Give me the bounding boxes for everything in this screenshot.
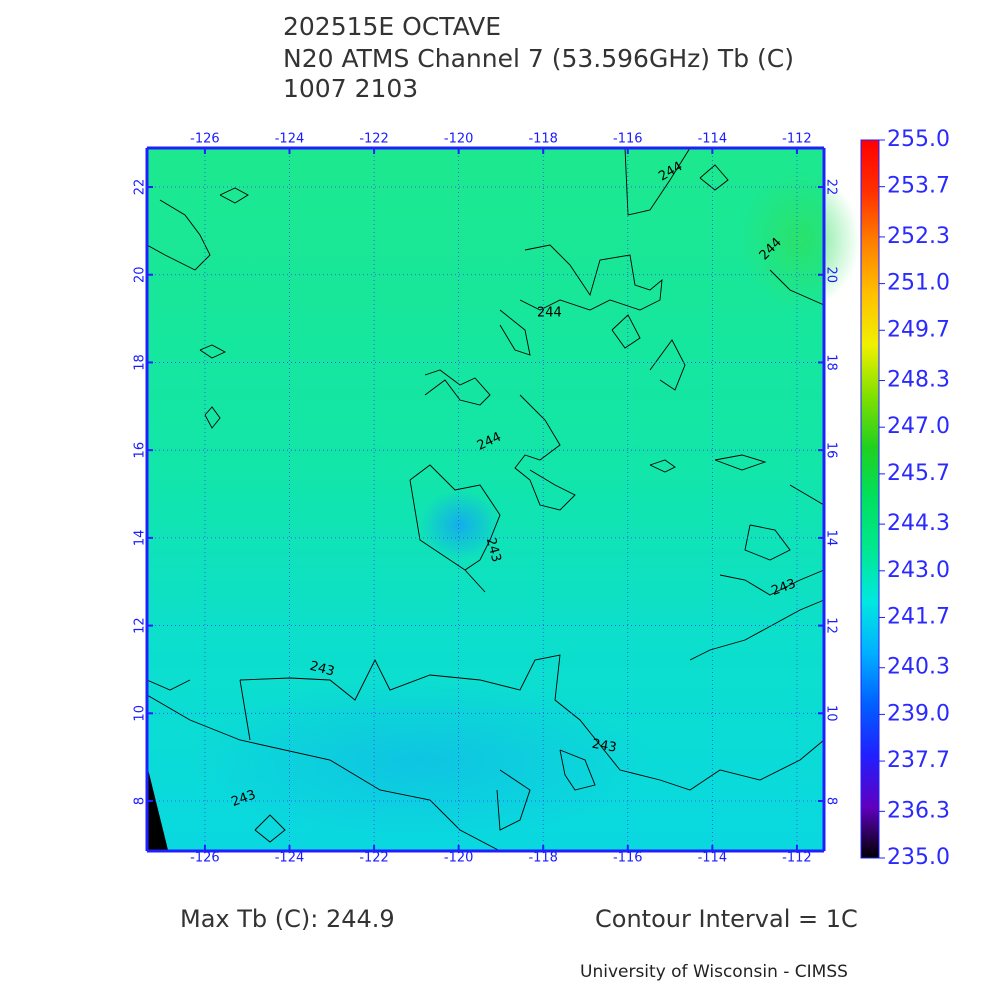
colorbar-label: 235.0 <box>887 845 950 870</box>
colorbar-label: 255.0 <box>887 127 950 152</box>
colorbar-label: 247.0 <box>887 414 950 439</box>
colorbar-label: 244.3 <box>887 511 950 536</box>
contours <box>146 147 825 852</box>
x-tick-label: -126 <box>190 132 220 147</box>
y-tick-label: 16 <box>824 442 839 459</box>
colorbar-label: 243.0 <box>887 558 950 583</box>
colorbar <box>860 139 880 859</box>
colorbar-label: 245.7 <box>887 461 950 486</box>
y-tick-label: 18 <box>824 354 839 371</box>
contour-label: 243 <box>483 536 504 564</box>
map: 244 244 244 244 243 243 243 243 243 <box>146 147 860 852</box>
contour-label: 244 <box>537 306 562 321</box>
x-tick-label: -112 <box>782 851 812 866</box>
y-tick-label: 16 <box>133 442 148 459</box>
x-tick-label: -126 <box>190 851 220 866</box>
contour-label: 243 <box>308 659 336 680</box>
x-tick-label: -118 <box>528 132 558 147</box>
cold-area <box>420 490 500 560</box>
x-tick-label: -114 <box>698 132 728 147</box>
x-tick-label: -124 <box>275 851 305 866</box>
x-tick-label: -114 <box>698 851 728 866</box>
y-tick-label: 20 <box>133 266 148 283</box>
colorbar-label: 237.7 <box>887 748 950 773</box>
y-tick-label: 14 <box>824 530 839 547</box>
datetime: 1007 2103 <box>283 74 418 103</box>
y-tick-label: 18 <box>133 354 148 371</box>
colorbar-label: 241.7 <box>887 604 950 629</box>
colorbar-label: 249.7 <box>887 317 950 342</box>
x-tick-label: -116 <box>613 851 643 866</box>
y-tick-label: 8 <box>824 797 839 805</box>
colorbar-label: 239.0 <box>887 701 950 726</box>
colorbar-label: 248.3 <box>887 368 950 393</box>
y-tick-label: 14 <box>133 530 148 547</box>
credit: University of Wisconsin - CIMSS <box>580 962 848 982</box>
x-tick-label: -122 <box>359 132 389 147</box>
y-tick-label: 22 <box>824 179 839 196</box>
colorbar-label: 240.3 <box>887 655 950 680</box>
x-tick-label: -124 <box>275 132 305 147</box>
contour-label: 243 <box>591 737 618 756</box>
y-tick-label: 20 <box>824 266 839 283</box>
colorbar-label: 252.3 <box>887 224 950 249</box>
x-tick-label: -122 <box>359 851 389 866</box>
warm-area <box>740 170 860 310</box>
cold-area <box>190 680 650 840</box>
x-tick-label: -116 <box>613 132 643 147</box>
y-tick-label: 22 <box>133 179 148 196</box>
x-tick-label: -112 <box>782 132 812 147</box>
contour-interval: Contour Interval = 1C <box>595 905 858 933</box>
y-tick-label: 8 <box>133 797 148 805</box>
colorbar-label: 253.7 <box>887 174 950 199</box>
subtitle: N20 ATMS Channel 7 (53.596GHz) Tb (C) <box>283 44 794 73</box>
colorbar-label: 251.0 <box>887 271 950 296</box>
x-tick-label: -120 <box>444 851 474 866</box>
x-tick-label: -118 <box>528 851 558 866</box>
y-tick-label: 10 <box>133 705 148 722</box>
title: 202515E OCTAVE <box>283 12 501 41</box>
max-tb: Max Tb (C): 244.9 <box>180 905 395 933</box>
y-tick-label: 10 <box>824 705 839 722</box>
colorbar-label: 236.3 <box>887 798 950 823</box>
cold-corner <box>147 765 168 851</box>
y-tick-label: 12 <box>824 617 839 634</box>
x-tick-label: -120 <box>444 132 474 147</box>
y-tick-label: 12 <box>133 617 148 634</box>
